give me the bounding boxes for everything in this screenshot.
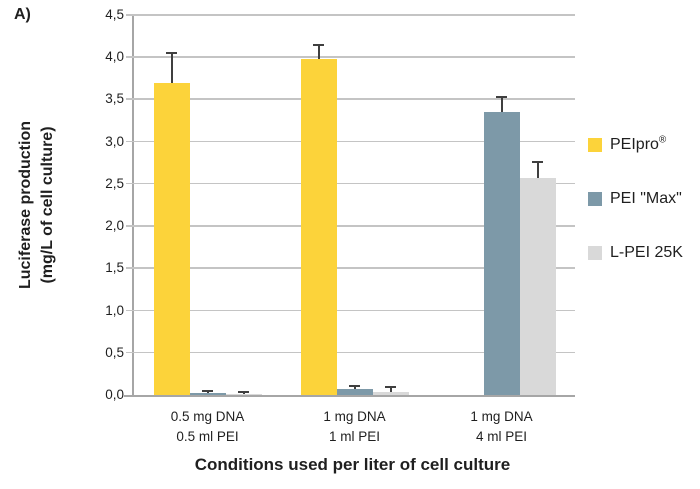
- y-axis-title-line1: Luciferase production: [17, 120, 34, 290]
- y-tick-label: 2,5: [105, 175, 124, 191]
- error-bar-cap: [349, 384, 360, 387]
- x-axis-title: Conditions used per liter of cell cultur…: [194, 455, 511, 474]
- error-bar-cap: [532, 160, 543, 163]
- gridline: [126, 351, 575, 354]
- x-axis-stub: [124, 395, 134, 397]
- error-bar-cap: [496, 95, 507, 98]
- gridline: [126, 98, 575, 100]
- x-category-label-line: 1 mg DNA: [470, 409, 533, 424]
- legend-item-pei-max: PEI "Max": [588, 190, 683, 208]
- y-axis-title: Luciferase production (mg/L of cell cult…: [15, 95, 61, 315]
- y-tick-label: 3,5: [105, 91, 124, 107]
- x-category-label: 1 mg DNA 1 ml PEI: [281, 407, 428, 447]
- bar-peipro--g2: [300, 58, 337, 395]
- error-bar-stem: [206, 390, 209, 394]
- legend-item-lpei-25k: L-PEI 25K: [588, 244, 683, 262]
- gridline: [126, 267, 575, 269]
- y-tick-label: 1,0: [105, 302, 124, 318]
- bar-peipro--g1: [153, 82, 190, 395]
- gridline: [126, 309, 575, 312]
- plot-area: 0,0 0,5 1,0 1,5 2,0 2,5 3,0 3,5 4,0 4,5 0.5 mg DNA…: [105, 7, 575, 444]
- error-bar-cap: [238, 391, 249, 394]
- gridline: [126, 225, 575, 227]
- legend-swatch-peipro: [588, 138, 602, 152]
- error-bar-cap: [385, 386, 396, 389]
- error-bar-stem: [389, 387, 392, 392]
- error-bar-cap: [166, 52, 177, 54]
- legend-label-lpei-25k: L-PEI 25K: [610, 244, 683, 261]
- bar-l-pei-25k-g2: [372, 391, 409, 395]
- bar-l-pei-25k-g1: [225, 394, 262, 395]
- x-category-label-line: 0.5 mg DNA: [170, 409, 245, 424]
- legend-label-peipro: PEIpro®: [610, 134, 667, 153]
- error-bar-cap: [202, 389, 213, 392]
- bar-pei-max--g1: [189, 393, 226, 395]
- y-tick-label: 4,0: [105, 49, 124, 65]
- error-bar-stem: [317, 44, 320, 59]
- legend-item-peipro: PEIpro®: [588, 134, 683, 154]
- error-bar-cap: [313, 43, 324, 46]
- y-tick-label: 4,5: [105, 7, 124, 22]
- error-bar-stem: [353, 385, 356, 390]
- y-tick-label: 1,5: [105, 260, 124, 276]
- x-category-label-line: 0.5 ml PEI: [176, 429, 239, 444]
- x-category-label-line: 1 mg DNA: [323, 409, 386, 424]
- x-category-label-line: 1 ml PEI: [328, 429, 380, 444]
- y-tick-label: 3,0: [105, 133, 124, 149]
- legend: PEIpro® PEI "Max" L-PEI 25K: [588, 134, 683, 298]
- bar-pei-max--g3: [483, 112, 520, 395]
- x-category-label: 1 mg DNA 4 ml PEI: [428, 407, 575, 447]
- legend-label-pei-max: PEI "Max": [610, 190, 682, 207]
- gridline: [126, 140, 575, 143]
- x-category-label: 0.5 mg DNA 0.5 ml PEI: [134, 407, 281, 447]
- gridline: [126, 14, 575, 16]
- bar-pei-max--g2: [336, 389, 373, 395]
- y-axis-title-line2: (mg/L of cell culture): [39, 126, 56, 284]
- legend-swatch-pei-max: [588, 192, 602, 206]
- error-bar-stem: [500, 96, 503, 113]
- gridline: [126, 56, 575, 58]
- x-category-label-line: 4 ml PEI: [475, 429, 527, 444]
- legend-swatch-lpei-25k: [588, 246, 602, 260]
- y-tick-label: 0,0: [105, 387, 124, 402]
- figure-panel-label: A): [14, 6, 31, 23]
- error-bar-stem: [536, 161, 539, 178]
- bar-l-pei-25k-g3: [519, 177, 556, 395]
- y-tick-label: 0,5: [105, 344, 124, 360]
- error-bar-stem: [170, 53, 173, 83]
- gridline: [126, 182, 575, 185]
- y-tick-label: 2,0: [105, 218, 124, 234]
